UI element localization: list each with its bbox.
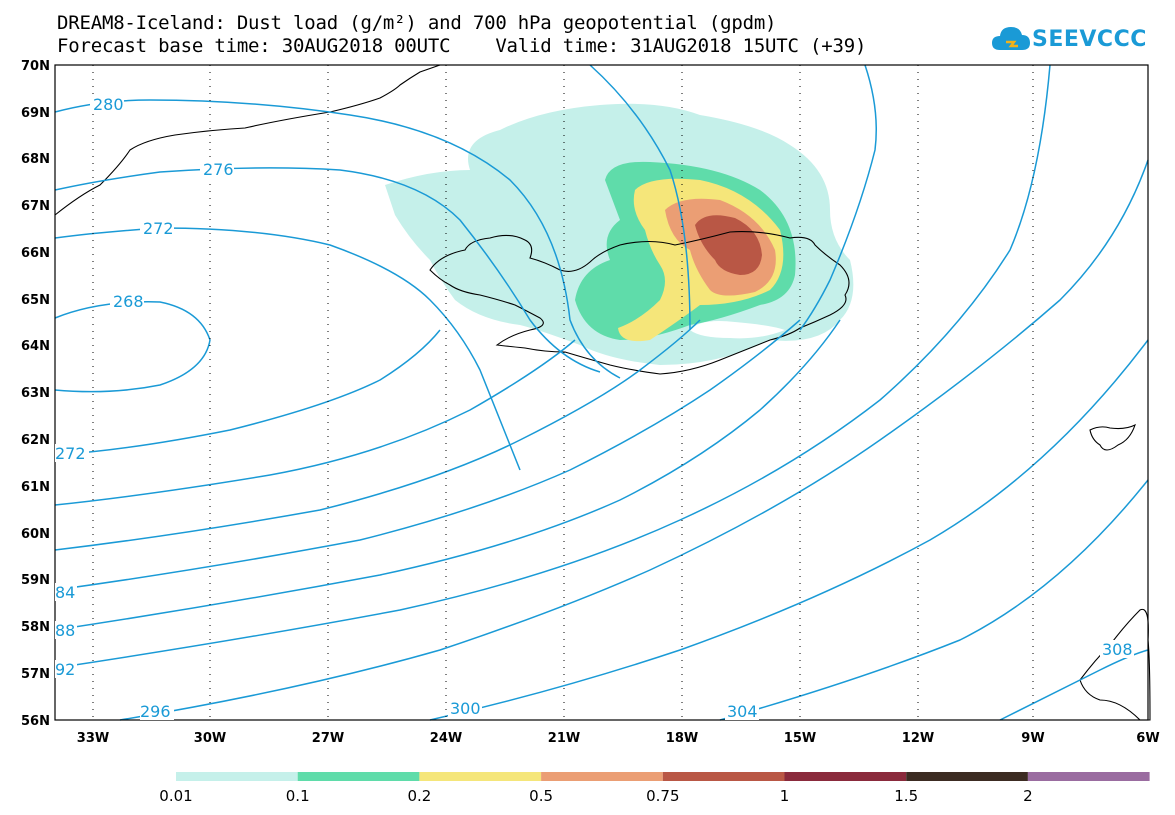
contour-label-280: 280 <box>93 95 124 114</box>
contour-label-296: 296 <box>140 702 171 721</box>
contour-300 <box>54 64 1051 669</box>
contour-316 <box>999 649 1149 721</box>
legend-label: 0.5 <box>529 787 553 805</box>
logo: SEEVCCC <box>992 22 1146 62</box>
geopotential-contours <box>54 64 1149 721</box>
lat-label: 65N <box>21 293 50 308</box>
legend-label: 0.2 <box>407 787 431 805</box>
map-frame <box>54 64 1149 721</box>
legend-label: 0.75 <box>646 787 679 805</box>
greenland-coast <box>54 64 441 216</box>
dust-gap-south <box>690 321 785 339</box>
lat-label: 67N <box>21 199 50 214</box>
contour-288 <box>54 319 701 551</box>
contour-label-88: 88 <box>55 621 75 640</box>
lon-label: 24W <box>430 731 462 746</box>
latitude-labels: 70N 69N 68N 67N 66N 65N 64N 63N 62N 61N … <box>21 59 50 729</box>
lon-label: 21W <box>548 731 580 746</box>
contour-296 <box>54 319 841 631</box>
legend-swatch <box>297 772 420 781</box>
contour-label-276: 276 <box>203 160 234 179</box>
lat-label: 56N <box>21 714 50 729</box>
contour-label-272: 272 <box>143 219 174 238</box>
lon-label: 18W <box>666 731 698 746</box>
lon-label: 12W <box>902 731 934 746</box>
legend-swatch <box>906 772 1028 781</box>
contour-276 <box>54 167 601 373</box>
legend-swatch <box>784 772 907 781</box>
legend-label: 0.1 <box>286 787 310 805</box>
dust-layer <box>385 103 854 365</box>
lat-label: 60N <box>21 527 50 542</box>
lat-label: 66N <box>21 246 50 261</box>
lon-label: 30W <box>194 731 226 746</box>
contour-284 <box>54 339 576 506</box>
lon-label: 6W <box>1136 731 1159 746</box>
contour-label-272b: 272 <box>55 444 86 463</box>
cloud-icon <box>992 27 1030 50</box>
contour-268 <box>54 301 211 393</box>
legend-swatch <box>541 772 663 781</box>
chart-subtitle: Forecast base time: 30AUG2018 00UTC Vali… <box>57 35 867 57</box>
contour-308 <box>429 339 1149 721</box>
lat-label: 68N <box>21 152 50 167</box>
legend-swatch <box>419 772 542 781</box>
lat-label: 64N <box>21 339 50 354</box>
contour-272b <box>54 329 441 456</box>
chart-title: DREAM8-Iceland: Dust load (g/m²) and 700… <box>57 12 777 34</box>
iceland-coast <box>429 231 850 375</box>
contour-304 <box>119 159 1149 721</box>
contour-292 <box>54 319 801 591</box>
logo-text: SEEVCCC <box>1032 27 1147 52</box>
longitude-labels: 33W 30W 27W 24W 21W 18W 15W 12W 9W 6W <box>77 731 1160 746</box>
lat-label: 69N <box>21 106 50 121</box>
contour-label-300: 300 <box>450 699 481 718</box>
lon-label: 9W <box>1021 731 1044 746</box>
contour-labels: 280 276 272 268 272 84 88 92 296 300 304… <box>55 95 1134 721</box>
contour-280 <box>54 99 621 379</box>
legend-label: 1 <box>780 787 790 805</box>
contour-312 <box>719 479 1149 721</box>
legend-swatch <box>176 772 298 781</box>
lon-label: 15W <box>784 731 816 746</box>
contour-label-92: 92 <box>55 660 75 679</box>
lat-label: 61N <box>21 480 50 495</box>
legend-swatch <box>1027 772 1150 781</box>
contour-east <box>589 64 691 331</box>
scotland-coast <box>1079 608 1151 721</box>
legend-label: 1.5 <box>894 787 918 805</box>
contour-label-308: 308 <box>1102 640 1133 659</box>
lat-label: 62N <box>21 433 50 448</box>
colorbar-legend: 0.01 0.1 0.2 0.5 0.75 1 1.5 2 <box>159 772 1150 805</box>
legend-swatch <box>662 772 785 781</box>
faroe-coast <box>1089 423 1136 451</box>
lat-label: 63N <box>21 386 50 401</box>
dust-band-0.75 <box>695 215 762 275</box>
lat-label: 57N <box>21 667 50 682</box>
lon-label: 27W <box>312 731 344 746</box>
legend-label: 0.01 <box>159 787 192 805</box>
lon-label: 33W <box>77 731 109 746</box>
lat-label: 70N <box>21 59 50 74</box>
contour-label-304: 304 <box>727 702 758 721</box>
lat-label: 58N <box>21 620 50 635</box>
lat-label: 59N <box>21 573 50 588</box>
contour-label-84: 84 <box>55 583 75 602</box>
contour-label-268: 268 <box>113 292 144 311</box>
legend-label: 2 <box>1023 787 1033 805</box>
contour-east2 <box>799 64 877 331</box>
